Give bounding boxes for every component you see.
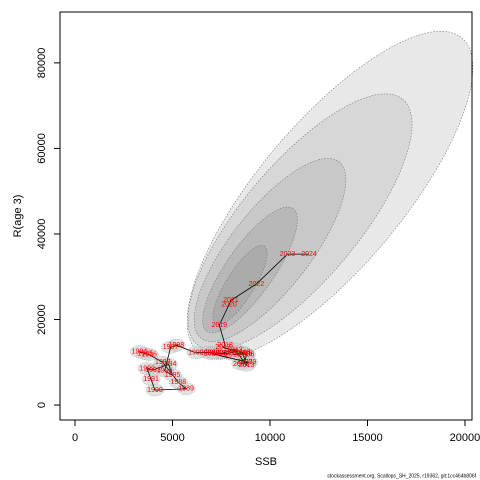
year-label: 2017: [215, 344, 231, 351]
year-label: 1984: [132, 348, 148, 355]
year-label: 1985: [137, 351, 153, 358]
trajectory-line: [139, 253, 309, 391]
x-tick-label: 5000: [160, 432, 184, 444]
year-label: 1994: [161, 361, 177, 368]
y-tick-label: 20000: [36, 304, 48, 335]
year-label: 2009: [241, 359, 257, 366]
y-tick-label: 40000: [36, 219, 48, 250]
year-label: 2016: [237, 351, 253, 358]
footer: stockassessment.org, Scallops_SH_2025, r…: [327, 473, 476, 479]
year-label: 2018: [217, 342, 233, 349]
y-tick-label: 60000: [36, 133, 48, 164]
year-label: 1989: [178, 386, 194, 393]
year-label: 2003: [221, 350, 237, 357]
x-tick-label: 0: [72, 432, 78, 444]
x-axis-label: SSB: [255, 456, 277, 468]
year-label: 2005: [235, 349, 251, 356]
uncertainty-ellipses: [186, 30, 474, 360]
year-label: 1998: [169, 342, 185, 349]
year-label: 2011: [216, 350, 231, 357]
year-label: 1991: [143, 376, 159, 383]
year-label: 1999: [188, 350, 204, 357]
x-tick-label: 20000: [450, 432, 480, 444]
y-axis-label: R(age 3): [12, 195, 24, 238]
year-label: 2008: [233, 361, 249, 368]
year-label: 2001: [206, 350, 222, 357]
x-tick-label: 10000: [255, 432, 286, 444]
year-label: 1992: [139, 366, 155, 373]
year-label: 2024: [301, 251, 317, 258]
year-label: 2010: [204, 351, 220, 358]
year-label: 1990: [147, 387, 163, 394]
year-label: 2020: [221, 301, 237, 308]
year-label: 2000: [200, 349, 216, 356]
year-label: 1987: [155, 359, 171, 366]
year-label: 2014: [235, 350, 251, 357]
year-label: 1993: [145, 367, 161, 374]
year-label: 2006: [239, 351, 255, 358]
year-label: 2021: [223, 297, 239, 304]
year-label: 1995: [165, 372, 181, 379]
year-label: 2002: [212, 351, 228, 358]
year-label: 2012: [227, 346, 243, 353]
y-tick-label: 80000: [36, 48, 48, 79]
year-label: 2015: [225, 351, 241, 358]
year-label: 2019: [212, 322, 228, 329]
plot-frame: [59, 11, 473, 421]
year-label: 2022: [249, 281, 265, 288]
y-tick-label: 0: [36, 402, 48, 408]
year-label: 1996: [157, 368, 173, 375]
year-label: 1986: [141, 351, 157, 358]
year-label: 1988: [171, 379, 187, 386]
year-label: 2007: [237, 359, 253, 366]
year-label: 2023: [280, 251, 296, 258]
year-label: 1997: [163, 344, 179, 351]
year-label: 2004: [227, 348, 243, 355]
x-tick-label: 15000: [352, 432, 383, 444]
ellipse: [212, 244, 268, 326]
year-label: 2013: [239, 362, 255, 369]
